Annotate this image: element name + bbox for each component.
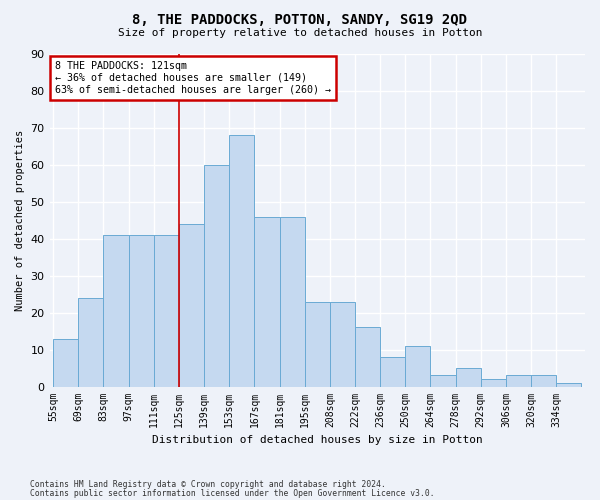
Bar [406, 346, 430, 387]
Bar [531, 376, 556, 386]
Bar [380, 357, 406, 386]
Bar [481, 379, 506, 386]
Text: Contains public sector information licensed under the Open Government Licence v3: Contains public sector information licen… [30, 488, 434, 498]
Bar [53, 338, 78, 386]
Bar [506, 376, 531, 386]
Bar [355, 328, 380, 386]
Bar [78, 298, 103, 386]
Y-axis label: Number of detached properties: Number of detached properties [15, 130, 25, 311]
Text: 8 THE PADDOCKS: 121sqm
← 36% of detached houses are smaller (149)
63% of semi-de: 8 THE PADDOCKS: 121sqm ← 36% of detached… [55, 62, 331, 94]
Bar [204, 165, 229, 386]
Text: Size of property relative to detached houses in Potton: Size of property relative to detached ho… [118, 28, 482, 38]
X-axis label: Distribution of detached houses by size in Potton: Distribution of detached houses by size … [152, 435, 482, 445]
Bar [254, 216, 280, 386]
Bar [229, 136, 254, 386]
Bar [179, 224, 204, 386]
Text: 8, THE PADDOCKS, POTTON, SANDY, SG19 2QD: 8, THE PADDOCKS, POTTON, SANDY, SG19 2QD [133, 12, 467, 26]
Bar [103, 235, 128, 386]
Bar [330, 302, 355, 386]
Text: Contains HM Land Registry data © Crown copyright and database right 2024.: Contains HM Land Registry data © Crown c… [30, 480, 386, 489]
Bar [154, 235, 179, 386]
Bar [128, 235, 154, 386]
Bar [305, 302, 330, 386]
Bar [280, 216, 305, 386]
Bar [455, 368, 481, 386]
Bar [556, 383, 581, 386]
Bar [430, 376, 455, 386]
